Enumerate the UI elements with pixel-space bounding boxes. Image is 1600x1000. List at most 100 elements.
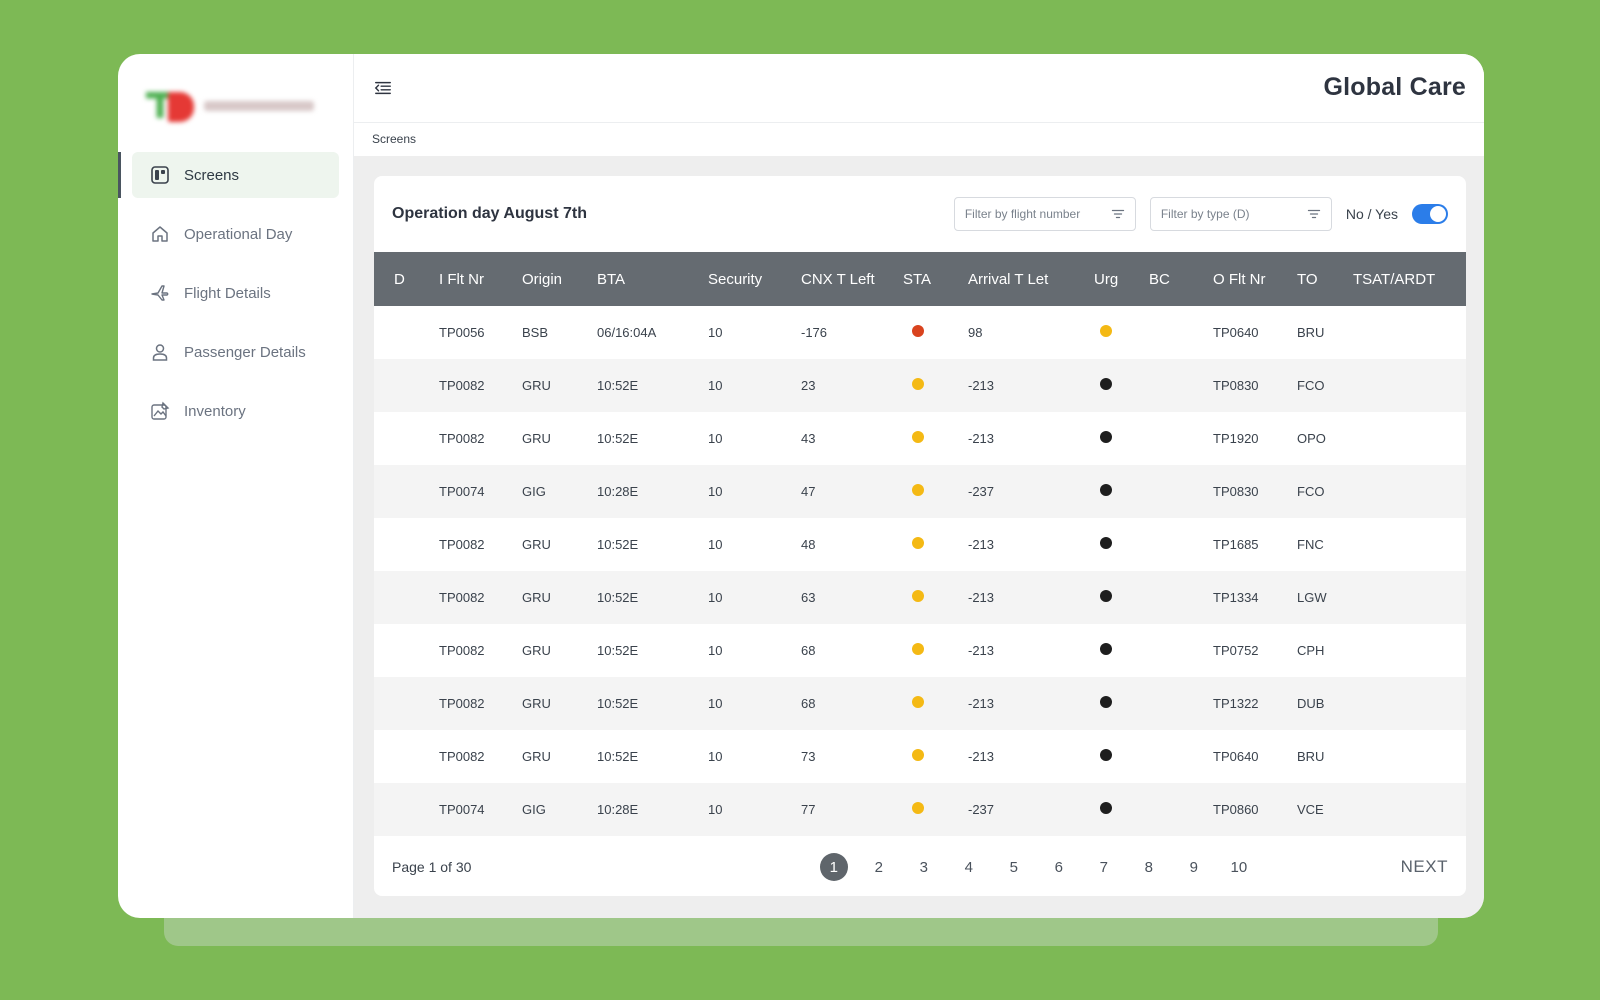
collapse-menu-icon[interactable]: [372, 77, 394, 99]
cell-sta-status: [903, 730, 968, 783]
page-6-button[interactable]: 6: [1054, 858, 1063, 876]
cell-sta-status: [903, 677, 968, 730]
column-header-tsat-ardt[interactable]: TSAT/ARDT: [1353, 270, 1436, 288]
table-row[interactable]: TP0082 GRU 10:52E 10 73 -213 TP0640 BRU: [374, 730, 1466, 783]
flight-number-filter[interactable]: Filter by flight number: [953, 197, 1136, 231]
page-7-button[interactable]: 7: [1099, 858, 1108, 876]
table-row[interactable]: TP0082 GRU 10:52E 10 43 -213 TP1920 OPO: [374, 412, 1466, 465]
cell-arrival-time-left: -213: [968, 643, 995, 658]
column-header-bc[interactable]: BC: [1149, 270, 1170, 288]
sidebar-item-inventory[interactable]: Inventory: [132, 388, 339, 434]
page-10-button[interactable]: 10: [1230, 858, 1248, 876]
column-header-sta[interactable]: STA: [903, 270, 932, 288]
table-row[interactable]: TP0056 BSB 06/16:04A 10 -176 98 TP0640 BRU: [374, 306, 1466, 359]
cell-tsat-ardt: [1353, 465, 1466, 518]
cell-inbound-flight: TP0082: [439, 537, 485, 552]
cell-cnx-time-left: 77: [801, 802, 816, 817]
sidebar-item-operational-day[interactable]: Operational Day: [132, 211, 339, 257]
page-3-button[interactable]: 3: [919, 858, 928, 876]
page-5-button[interactable]: 5: [1009, 858, 1018, 876]
cell-bc: [1149, 465, 1213, 518]
cell-sta-status: [903, 571, 968, 624]
cell-arrival-time-left: -213: [968, 749, 995, 764]
breadcrumb-item[interactable]: Screens: [372, 132, 417, 147]
column-header-origin[interactable]: Origin: [522, 270, 563, 288]
cell-inbound-flight: TP0074: [439, 802, 485, 817]
flights-table: D I Flt Nr Origin BTA Security CNX T Left STA A…: [374, 252, 1466, 836]
sidebar-item-flight-details[interactable]: Flight Details: [132, 270, 339, 316]
main-area: Global Care Screens Operation day August…: [354, 54, 1484, 918]
cell-origin: GRU: [522, 431, 551, 446]
cell-tsat-ardt: [1353, 359, 1466, 412]
column-header-to[interactable]: TO: [1297, 270, 1318, 288]
cell-bta: 10:52E: [597, 537, 639, 552]
column-header-bta[interactable]: BTA: [597, 270, 626, 288]
cell-origin: GRU: [522, 643, 551, 658]
cell-d: [374, 783, 439, 836]
table-row[interactable]: TP0082 GRU 10:52E 10 48 -213 TP1685 FNC: [374, 518, 1466, 571]
column-header-urg[interactable]: Urg: [1094, 270, 1119, 288]
cell-bta: 10:28E: [597, 484, 639, 499]
column-header-d[interactable]: D: [394, 270, 405, 288]
yes-no-toggle[interactable]: [1412, 204, 1448, 224]
cell-urgency-status: [1094, 624, 1149, 677]
next-button[interactable]: NEXT: [1400, 857, 1448, 876]
cell-outbound-flight: TP1322: [1213, 696, 1259, 711]
column-header-i-flt-nr[interactable]: I Flt Nr: [439, 270, 484, 288]
cell-bc: [1149, 412, 1213, 465]
column-header-security[interactable]: Security: [708, 270, 763, 288]
cell-arrival-time-left: -213: [968, 537, 995, 552]
cell-origin: GRU: [522, 378, 551, 393]
table-row[interactable]: TP0074 GIG 10:28E 10 77 -237 TP0860 VCE: [374, 783, 1466, 836]
cell-tsat-ardt: [1353, 518, 1466, 571]
urgency-status-dot: [1100, 643, 1112, 655]
type-filter[interactable]: Filter by type (D): [1149, 197, 1332, 231]
sta-status-dot: [912, 537, 924, 549]
logo-mark: [146, 90, 198, 122]
urgency-status-dot: [1100, 590, 1112, 602]
cell-sta-status: [903, 412, 968, 465]
cell-origin: GRU: [522, 696, 551, 711]
cell-outbound-flight: TP1334: [1213, 590, 1259, 605]
cell-d: [374, 677, 439, 730]
cell-urgency-status: [1094, 677, 1149, 730]
inventory-icon: [150, 401, 170, 421]
filter-icon: [1111, 209, 1124, 219]
table-row[interactable]: TP0082 GRU 10:52E 10 68 -213 TP0752 CPH: [374, 624, 1466, 677]
table-row[interactable]: TP0082 GRU 10:52E 10 23 -213 TP0830 FCO: [374, 359, 1466, 412]
cell-origin: GIG: [522, 484, 546, 499]
table-row[interactable]: TP0082 GRU 10:52E 10 68 -213 TP1322 DUB: [374, 677, 1466, 730]
cell-outbound-flight: TP0830: [1213, 378, 1259, 393]
flight-number-filter-placeholder: Filter by flight number: [964, 207, 1081, 221]
yes-no-toggle-group: No / Yes: [1346, 204, 1448, 224]
sidebar: Screens Operational Day Flight Details Pass…: [118, 54, 354, 918]
sidebar-item-screens[interactable]: Screens: [118, 152, 339, 198]
page-1-button[interactable]: 1: [819, 853, 848, 881]
urgency-status-dot: [1100, 696, 1112, 708]
cell-cnx-time-left: 43: [801, 431, 816, 446]
cell-outbound-flight: TP0830: [1213, 484, 1259, 499]
cell-tsat-ardt: [1353, 306, 1466, 359]
cell-bc: [1149, 518, 1213, 571]
table-row[interactable]: TP0074 GIG 10:28E 10 47 -237 TP0830 FCO: [374, 465, 1466, 518]
cell-security: 10: [708, 537, 723, 552]
cell-to: DUB: [1297, 696, 1325, 711]
column-header-arrival-t-let[interactable]: Arrival T Let: [968, 270, 1049, 288]
cell-bta: 10:52E: [597, 696, 639, 711]
cell-sta-status: [903, 359, 968, 412]
table-row[interactable]: TP0082 GRU 10:52E 10 63 -213 TP1334 LGW: [374, 571, 1466, 624]
content: Operation day August 7th Filter by fligh…: [354, 156, 1484, 918]
column-header-cnx-t-left[interactable]: CNX T Left: [801, 270, 875, 288]
cell-to: CPH: [1297, 643, 1325, 658]
column-header-o-flt-nr[interactable]: O Flt Nr: [1213, 270, 1266, 288]
cell-bta: 06/16:04A: [597, 325, 657, 340]
cell-bc: [1149, 730, 1213, 783]
cell-arrival-time-left: -213: [968, 590, 995, 605]
page-8-button[interactable]: 8: [1144, 858, 1153, 876]
page-2-button[interactable]: 2: [874, 858, 883, 876]
sidebar-item-passenger-details[interactable]: Passenger Details: [132, 329, 339, 375]
page-4-button[interactable]: 4: [964, 858, 973, 876]
sta-status-dot: [912, 378, 924, 390]
page-9-button[interactable]: 9: [1189, 858, 1198, 876]
cell-urgency-status: [1094, 465, 1149, 518]
